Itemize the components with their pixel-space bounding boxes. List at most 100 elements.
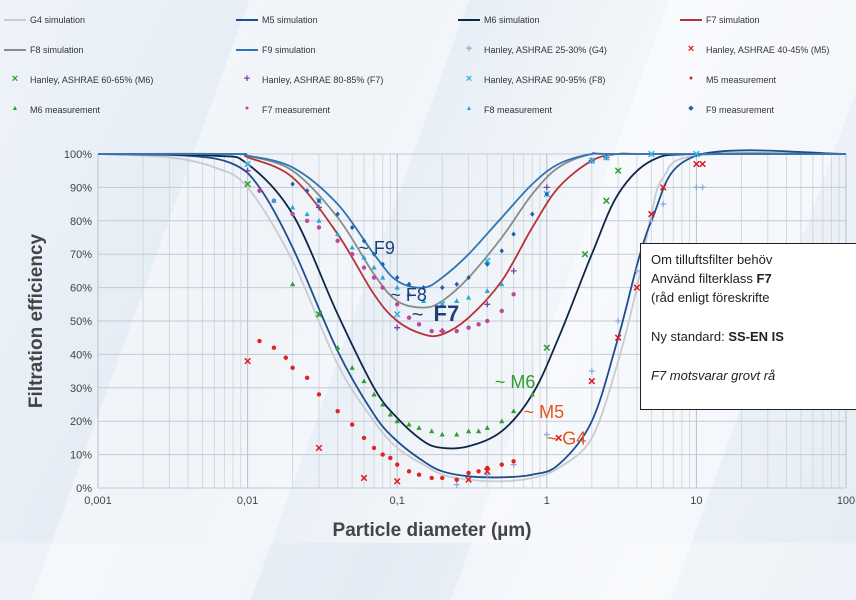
series-6-point (633, 267, 640, 274)
series-7-point (360, 474, 368, 482)
series-6-point (615, 318, 622, 324)
series-15-point (544, 191, 549, 197)
series-14-point (290, 204, 296, 210)
legend-swatch: ▲ (465, 105, 473, 112)
series-13-point (499, 308, 504, 314)
series-12-point (290, 281, 296, 287)
series-10-point (393, 310, 401, 318)
legend-item: F8 simulation (4, 40, 84, 60)
series-12-point (387, 411, 393, 417)
series-10-point (648, 150, 655, 158)
series-12-point (316, 311, 322, 317)
series-14-point (335, 231, 341, 237)
series-12-point (511, 408, 517, 414)
series-10-point (588, 157, 596, 165)
series-7-point (555, 434, 562, 442)
series-13-point (316, 225, 322, 230)
series-13-point (290, 211, 295, 217)
legend-swatch: × (11, 73, 19, 85)
series-12-point (349, 364, 355, 370)
series-15-point (335, 211, 340, 217)
series-14-point (316, 218, 322, 223)
series-12-point (475, 428, 482, 434)
series-6-point (588, 368, 595, 375)
legend-item: × Hanley, ASHRAE 40-45% (M5) (680, 40, 830, 60)
series-12-point (499, 418, 505, 424)
series-9-point (543, 184, 550, 191)
legend-label: F9 simulation (262, 45, 316, 55)
series-11-point (361, 435, 367, 441)
series-13-point (406, 315, 412, 320)
info-line-2: Använd filterklass F7 (651, 269, 856, 288)
series-13-point (380, 285, 385, 290)
series-8-point (244, 180, 251, 188)
info-line-3: (råd enligt föreskrifte (651, 290, 770, 305)
series-11-point (290, 365, 295, 370)
series-13-point (476, 322, 481, 327)
series-14-point (406, 291, 412, 297)
series-13-point (454, 328, 459, 334)
info-box: Om tilluftsfilter behöv Använd filterkla… (640, 243, 856, 410)
legend-item: + Hanley, ASHRAE 25-30% (G4) (458, 40, 607, 60)
series-12-point (484, 425, 490, 430)
x-tick-label: 0,1 (390, 495, 405, 507)
series-8-point (581, 250, 589, 258)
series-14-point (465, 294, 472, 300)
legend-swatch: + (465, 43, 473, 55)
series-7-point (393, 477, 401, 485)
series-12-point (465, 428, 472, 434)
series-10-point (603, 154, 610, 161)
series-11-point (257, 338, 262, 344)
series-10-point (244, 160, 251, 168)
chart-annotations: ~ F9 ~ F8~ F7 ~ M6 ~ M5 ~ G4 (358, 238, 586, 448)
series-7-point (633, 284, 641, 291)
series-11-point (388, 455, 393, 461)
legend-label: G4 simulation (30, 15, 86, 25)
series-14-point (271, 197, 277, 203)
series-12-point (380, 401, 386, 407)
series-7-point (465, 476, 472, 483)
legend-label: M5 measurement (706, 75, 777, 85)
legend-label: F7 measurement (262, 105, 331, 115)
series-15-point (530, 211, 535, 217)
series-7-point (588, 377, 596, 385)
series-7-point (693, 160, 700, 168)
legend-swatch: + (243, 73, 251, 85)
legend-swatch (458, 15, 480, 25)
legend-label: Hanley, ASHRAE 60-65% (M6) (30, 75, 154, 85)
chart-axes: 0,001 0,01 0,1 1 10 100 0% 10% 20% 30% 40% 50% 60% 70… (26, 149, 855, 541)
series-6-point (543, 431, 550, 438)
series-13-point (335, 238, 340, 244)
series-7-point (244, 357, 251, 365)
legend-item: F7 simulation (680, 10, 760, 30)
x-tick-label: 0,001 (84, 495, 112, 507)
legend-label: F9 measurement (706, 105, 775, 115)
x-tick-label: 0,01 (237, 495, 258, 507)
series-15-point (380, 261, 385, 267)
series-12-point (406, 421, 412, 427)
legend-item: ● F7 measurement (236, 100, 330, 120)
series-14-point (380, 274, 386, 280)
x-tick-label: 10 (690, 495, 702, 507)
series-13-point (440, 328, 445, 334)
series-9-point (244, 167, 251, 174)
info-line-2-bold: F7 (756, 271, 772, 286)
series-13-point (361, 265, 367, 270)
legend-label: Hanley, ASHRAE 80-85% (F7) (262, 75, 384, 85)
annotation-label: ~ M6 (495, 372, 536, 392)
series-11-point (416, 472, 422, 477)
legend-swatch: ◆ (688, 105, 694, 112)
series-15-point (290, 181, 295, 187)
series-14-point (484, 288, 490, 293)
legend-item: F9 simulation (236, 40, 316, 60)
legend-item: ● M5 measurement (680, 70, 776, 90)
series-12-point (429, 428, 435, 434)
series-11-point (429, 475, 434, 481)
legend-item: M5 simulation (236, 10, 318, 30)
annotation-label: ~ G4 (547, 429, 587, 449)
series-9-point (484, 301, 491, 308)
series-15-point (421, 285, 426, 291)
series-6-point (693, 184, 700, 191)
legend-swatch: ● (688, 75, 694, 82)
series-14-point (394, 284, 400, 290)
